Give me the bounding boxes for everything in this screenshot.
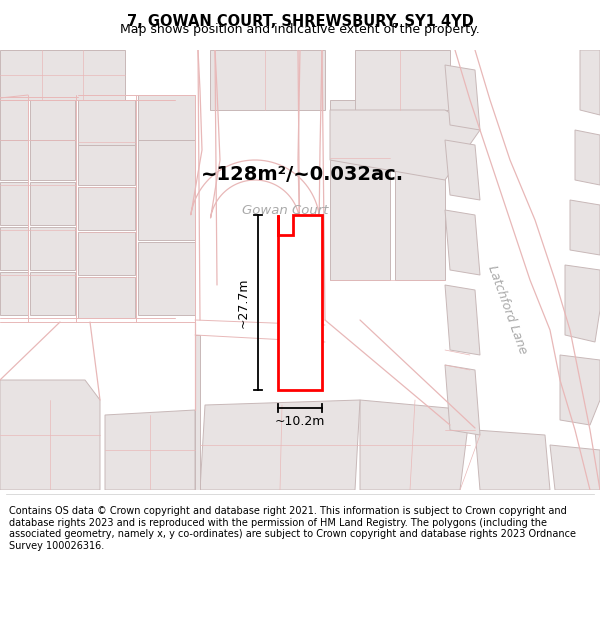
Polygon shape	[560, 355, 600, 425]
Text: ~128m²/~0.032ac.: ~128m²/~0.032ac.	[200, 166, 404, 184]
Polygon shape	[330, 160, 390, 280]
Polygon shape	[30, 227, 75, 270]
Polygon shape	[395, 160, 445, 280]
Polygon shape	[355, 50, 450, 110]
Polygon shape	[78, 232, 135, 275]
Polygon shape	[30, 182, 75, 225]
Text: Gowan Court: Gowan Court	[242, 204, 328, 216]
Polygon shape	[78, 145, 135, 185]
Polygon shape	[0, 100, 28, 140]
Polygon shape	[0, 140, 28, 180]
Polygon shape	[30, 272, 75, 315]
Polygon shape	[0, 272, 28, 315]
Polygon shape	[278, 215, 322, 390]
Polygon shape	[445, 140, 480, 200]
Text: Latchford Lane: Latchford Lane	[485, 264, 529, 356]
Text: ~27.7m: ~27.7m	[237, 278, 250, 328]
Polygon shape	[445, 365, 480, 435]
Polygon shape	[330, 110, 480, 180]
Text: Map shows position and indicative extent of the property.: Map shows position and indicative extent…	[120, 23, 480, 36]
Polygon shape	[0, 380, 100, 490]
Polygon shape	[575, 130, 600, 185]
Polygon shape	[0, 50, 125, 100]
Polygon shape	[30, 100, 75, 140]
Polygon shape	[78, 277, 135, 318]
Polygon shape	[210, 50, 325, 110]
Polygon shape	[550, 445, 600, 490]
Polygon shape	[0, 182, 28, 225]
Polygon shape	[565, 265, 600, 342]
Polygon shape	[445, 285, 480, 355]
Polygon shape	[445, 210, 480, 275]
Text: 7: 7	[301, 295, 315, 315]
Polygon shape	[330, 100, 390, 150]
Polygon shape	[570, 200, 600, 255]
Polygon shape	[78, 100, 135, 145]
Polygon shape	[360, 400, 470, 490]
Polygon shape	[200, 400, 360, 490]
Polygon shape	[138, 242, 195, 315]
Polygon shape	[0, 227, 28, 270]
Polygon shape	[475, 430, 550, 490]
Text: 7, GOWAN COURT, SHREWSBURY, SY1 4YD: 7, GOWAN COURT, SHREWSBURY, SY1 4YD	[127, 14, 473, 29]
Polygon shape	[395, 100, 445, 150]
Polygon shape	[445, 65, 480, 130]
Polygon shape	[30, 140, 75, 180]
Polygon shape	[105, 410, 195, 490]
Polygon shape	[195, 335, 200, 490]
Polygon shape	[138, 140, 195, 240]
Polygon shape	[580, 50, 600, 115]
Polygon shape	[78, 187, 135, 230]
Polygon shape	[138, 95, 195, 140]
Text: Contains OS data © Crown copyright and database right 2021. This information is : Contains OS data © Crown copyright and d…	[9, 506, 576, 551]
Text: ~10.2m: ~10.2m	[275, 415, 325, 428]
